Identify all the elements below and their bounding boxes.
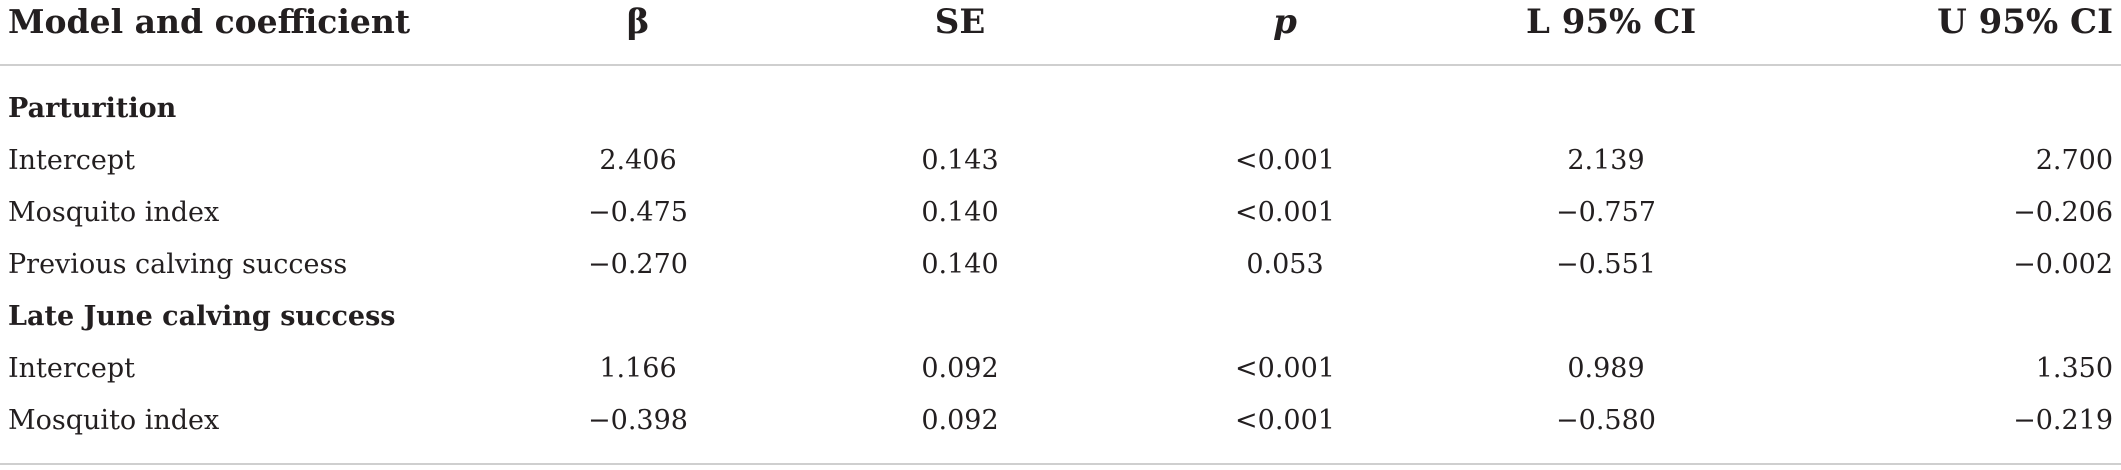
- se-value: 0.092: [921, 405, 999, 436]
- p-value: <0.001: [1235, 353, 1335, 384]
- table-row: Intercept 2.406 0.143 <0.001 2.139 2.700: [0, 141, 2121, 181]
- table-row: Mosquito index −0.475 0.140 <0.001 −0.75…: [0, 193, 2121, 233]
- p-value: 0.053: [1246, 249, 1324, 280]
- table-row: Intercept 1.166 0.092 <0.001 0.989 1.350: [0, 349, 2121, 389]
- section-row-late-june-calving-success: Late June calving success: [0, 297, 2121, 337]
- coefficient-name: Mosquito index: [8, 197, 220, 228]
- p-value: <0.001: [1235, 145, 1335, 176]
- table-bottom-rule: [0, 463, 2121, 465]
- lower-ci-value: −0.757: [1556, 197, 1656, 228]
- coefficient-name: Previous calving success: [8, 249, 348, 280]
- p-value: <0.001: [1235, 405, 1335, 436]
- coefficient-name: Intercept: [8, 353, 136, 384]
- lower-ci-value: 2.139: [1567, 145, 1645, 176]
- se-value: 0.092: [921, 353, 999, 384]
- beta-value: −0.270: [588, 249, 688, 280]
- beta-value: 1.166: [599, 353, 677, 384]
- table-row: Previous calving success −0.270 0.140 0.…: [0, 245, 2121, 285]
- beta-value: −0.475: [588, 197, 688, 228]
- upper-ci-value: −0.219: [2013, 405, 2113, 436]
- p-value: <0.001: [1235, 197, 1335, 228]
- lower-ci-value: −0.551: [1556, 249, 1656, 280]
- coefficient-name: Intercept: [8, 145, 136, 176]
- section-title: Late June calving success: [8, 301, 396, 332]
- lower-ci-value: −0.580: [1556, 405, 1656, 436]
- section-title: Parturition: [8, 93, 177, 124]
- header-lower-95-ci: L 95% CI: [1526, 2, 1697, 42]
- table-header-row: Model and coefficient β SE p L 95% CI U …: [0, 2, 2121, 42]
- table-row: Mosquito index −0.398 0.092 <0.001 −0.58…: [0, 401, 2121, 441]
- header-beta: β: [626, 2, 650, 42]
- upper-ci-value: 2.700: [2035, 145, 2113, 176]
- upper-ci-value: 1.350: [2035, 353, 2113, 384]
- beta-value: −0.398: [588, 405, 688, 436]
- header-se: SE: [934, 2, 986, 42]
- beta-value: 2.406: [599, 145, 677, 176]
- upper-ci-value: −0.206: [2013, 197, 2113, 228]
- se-value: 0.140: [921, 249, 999, 280]
- header-upper-95-ci: U 95% CI: [1937, 2, 2113, 42]
- coefficient-name: Mosquito index: [8, 405, 220, 436]
- header-p: p: [1273, 2, 1297, 42]
- upper-ci-value: −0.002: [2013, 249, 2113, 280]
- header-model-and-coefficient: Model and coefficient: [8, 2, 411, 41]
- se-value: 0.140: [921, 197, 999, 228]
- se-value: 0.143: [921, 145, 999, 176]
- header-divider: [0, 64, 2121, 66]
- lower-ci-value: 0.989: [1567, 353, 1645, 384]
- section-row-parturition: Parturition: [0, 89, 2121, 129]
